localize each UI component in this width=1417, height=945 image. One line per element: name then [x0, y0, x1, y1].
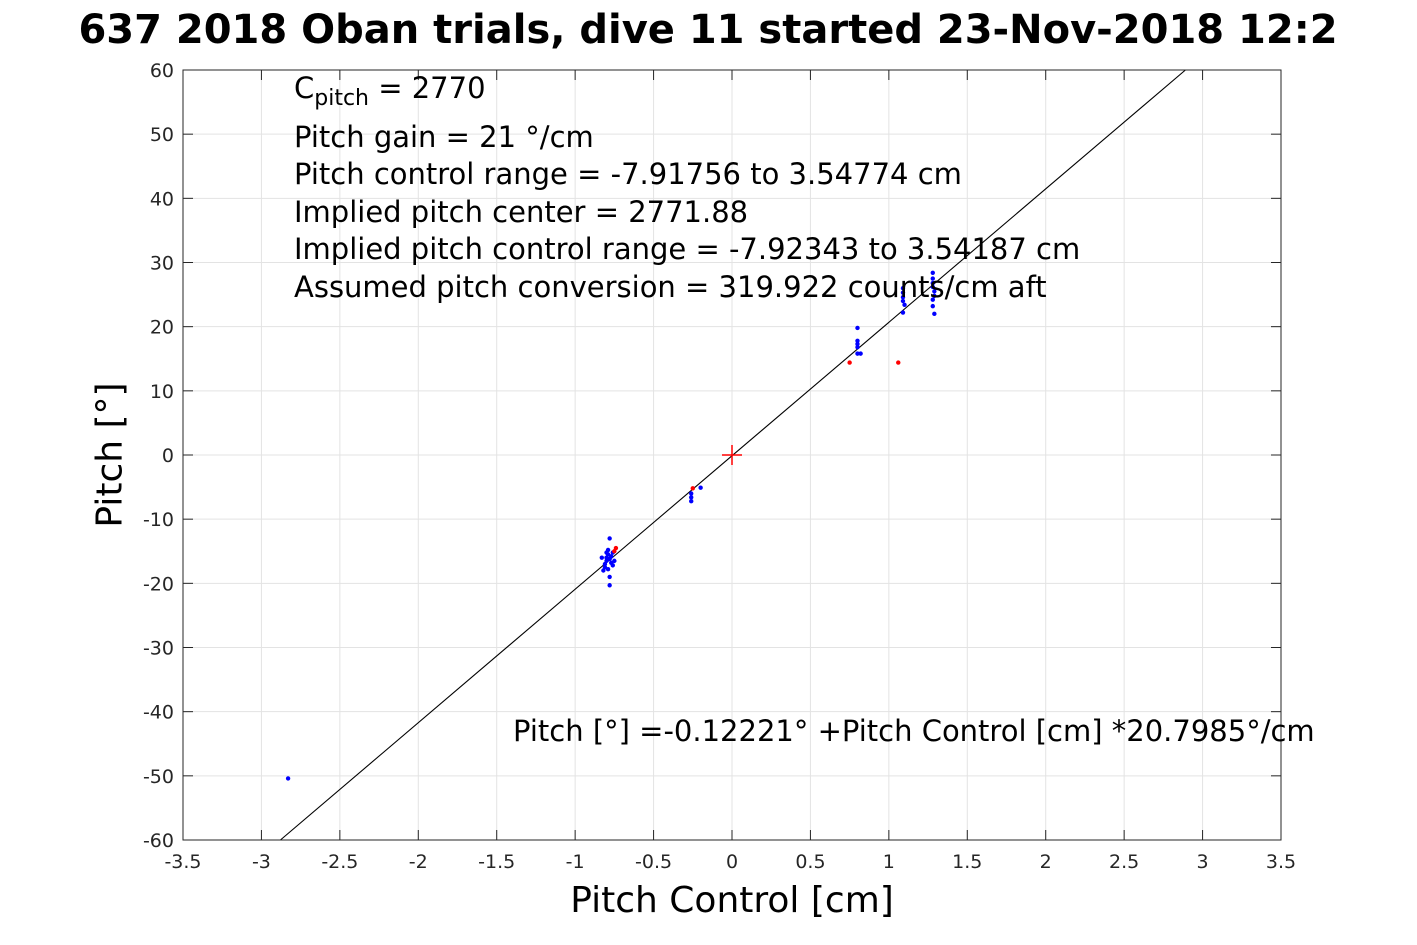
data-point-blue	[858, 351, 863, 356]
axis-ticks: -3.5 -3 -2.5 -2 -1.5 -1 -0.5 0 0.5 1 1.5 2 2.5 3 3.5 -6…	[143, 60, 1296, 873]
data-point-blue	[698, 485, 703, 490]
x-tick-label: 0.5	[795, 851, 825, 873]
y-tick-label: 60	[150, 60, 174, 82]
data-point-blue	[612, 558, 617, 564]
y-tick-label: -10	[143, 509, 174, 531]
data-point-blue	[930, 276, 935, 281]
data-point-blue	[900, 298, 906, 304]
data-point-blue	[932, 311, 937, 317]
data-point-blue	[602, 561, 608, 567]
y-tick-label: -20	[143, 573, 174, 595]
data-point-blue	[689, 495, 694, 500]
data-point-blue	[607, 574, 612, 580]
data-point-blue	[607, 583, 612, 588]
x-tick-label: 3.5	[1266, 851, 1296, 873]
data-point-red	[847, 360, 852, 365]
y-tick-label: -60	[143, 830, 174, 852]
data-point-blue	[855, 351, 860, 356]
data-point-red	[896, 360, 901, 365]
y-tick-label: 20	[150, 317, 174, 339]
x-tick-label: 0	[726, 851, 738, 873]
data-point-blue	[855, 345, 860, 350]
cpitch-value: = 2770	[369, 71, 486, 105]
data-point-blue	[855, 325, 860, 331]
y-tick-label: -50	[143, 766, 174, 788]
x-tick-label: 2	[1040, 851, 1052, 873]
cpitch-annotation: Cpitch = 2770	[294, 70, 486, 110]
data-point-blue	[689, 499, 694, 504]
data-point-blue	[601, 568, 606, 573]
data-point-blue	[607, 536, 612, 541]
x-tick-label: 2.5	[1109, 851, 1139, 873]
chart-title: 637 2018 Oban trials, dive 11 started 23…	[78, 7, 1338, 53]
cpitch-symbol: C	[294, 71, 315, 105]
annotation-pitch-center: Implied pitch center = 2771.88	[294, 195, 749, 229]
data-points	[285, 270, 937, 781]
x-axis-label: Pitch Control [cm]	[570, 880, 894, 921]
data-point-blue	[930, 270, 935, 275]
data-point-blue	[285, 776, 291, 781]
data-point-blue	[900, 285, 906, 291]
y-tick-label: 10	[150, 381, 174, 403]
data-point-red	[612, 549, 617, 554]
data-point-blue	[689, 491, 694, 496]
data-point-blue	[902, 302, 907, 308]
annotation-conversion: Assumed pitch conversion = 319.922 count…	[294, 270, 1047, 304]
x-tick-label: 3	[1197, 851, 1209, 873]
data-point-blue	[599, 555, 605, 560]
data-point-blue	[855, 341, 860, 347]
x-tick-label: 1	[883, 851, 895, 873]
data-point-blue	[930, 284, 935, 290]
data-point-blue	[610, 563, 615, 568]
data-point-blue	[900, 294, 906, 300]
y-tick-label: 50	[150, 124, 174, 146]
x-tick-label: -3.5	[164, 851, 201, 873]
annotation-control-range: Pitch control range = -7.91756 to 3.5477…	[294, 157, 962, 191]
data-point-red	[690, 486, 695, 491]
annotation-pitch-gain: Pitch gain = 21 °/cm	[294, 120, 594, 154]
y-tick-label: 30	[150, 253, 174, 275]
x-tick-label: 1.5	[952, 851, 982, 873]
data-point-blue	[609, 554, 614, 559]
y-tick-label: -40	[143, 702, 174, 724]
data-point-blue	[932, 293, 937, 299]
center-marker	[722, 445, 742, 465]
y-tick-label: -30	[143, 638, 174, 660]
data-point-blue	[605, 567, 611, 572]
x-tick-label: -2	[409, 851, 428, 873]
y-axis-label: Pitch [°]	[89, 382, 131, 528]
x-tick-label: -1.5	[478, 851, 515, 873]
data-point-blue	[932, 289, 937, 294]
data-point-blue	[930, 280, 935, 286]
data-point-blue	[900, 310, 906, 315]
annotation-implied-range: Implied pitch control range = -7.92343 t…	[294, 232, 1081, 266]
x-tick-label: -3	[252, 851, 271, 873]
data-point-blue	[930, 297, 935, 302]
x-tick-label: -1	[566, 851, 585, 873]
grid	[182, 69, 1282, 841]
data-point-blue	[900, 290, 906, 295]
data-point-blue	[604, 550, 609, 555]
y-tick-label: 0	[162, 445, 174, 467]
data-point-blue	[930, 303, 935, 309]
x-tick-label: -0.5	[635, 851, 672, 873]
cpitch-subscript: pitch	[314, 86, 369, 111]
x-tick-label: -2.5	[321, 851, 358, 873]
fit-equation-label: Pitch [°] =-0.12221° +Pitch Control [cm]…	[513, 714, 1315, 748]
data-point-blue	[855, 338, 860, 343]
y-tick-label: 40	[150, 188, 174, 210]
